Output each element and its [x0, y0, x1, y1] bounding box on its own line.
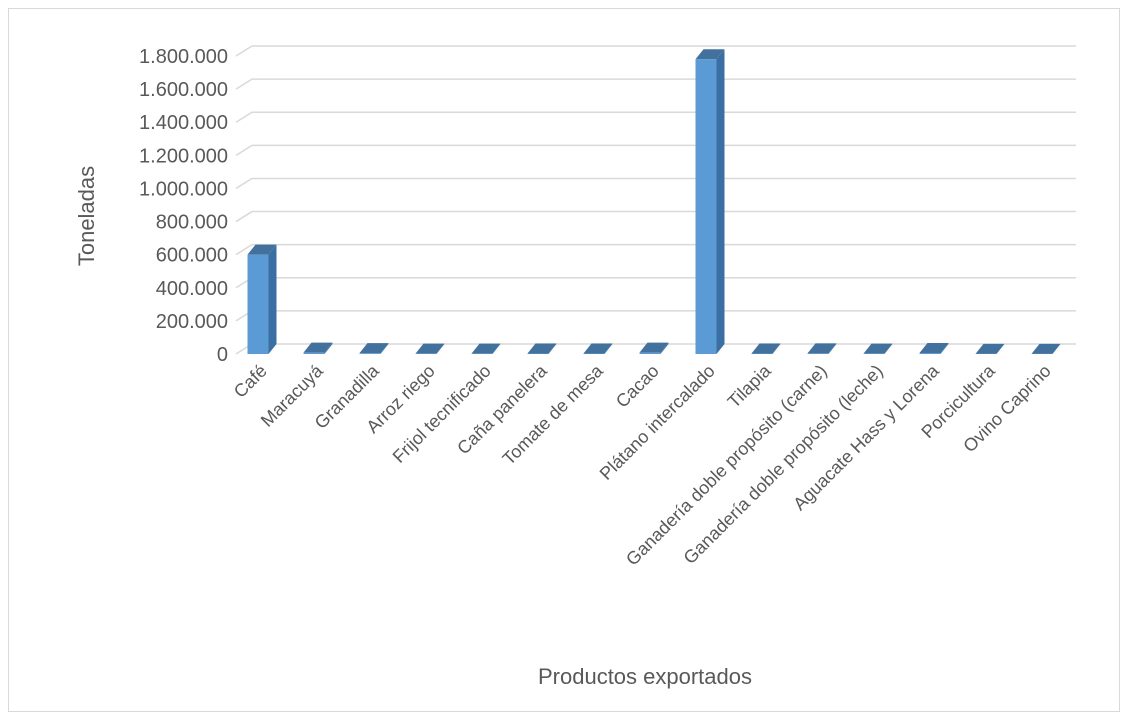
bar [415, 343, 445, 354]
bar-side [324, 342, 333, 354]
x-tick-label: Cacao [612, 361, 663, 412]
gridline [235, 144, 1076, 156]
bar-side [660, 342, 669, 354]
y-tick-label: 0 [217, 344, 228, 366]
bar-top [415, 343, 445, 354]
bar [1031, 343, 1061, 354]
y-tick-label: 1.800.000 [139, 46, 228, 68]
x-tick-label: Tomate de mesa [499, 360, 608, 469]
bar [807, 343, 837, 354]
bar-front [639, 352, 661, 354]
gridline [235, 177, 1076, 190]
bar-top [919, 343, 949, 354]
y-tick-label: 200.000 [156, 311, 228, 333]
bar-side [716, 49, 725, 355]
bar [247, 244, 277, 354]
bar-top [471, 343, 501, 354]
y-tick-label: 1.000.000 [139, 178, 228, 200]
gridline [235, 277, 1076, 289]
bars [247, 49, 1061, 355]
bar-front [807, 353, 829, 354]
gridlines [235, 45, 1076, 355]
y-axis-title: Toneladas [74, 166, 99, 266]
bar-top [639, 342, 669, 353]
y-tick-label: 600.000 [156, 245, 228, 267]
x-tick-label: Café [230, 361, 271, 402]
bar-front [919, 353, 941, 354]
y-tick-label: 1.600.000 [139, 79, 228, 101]
bar-side [436, 343, 445, 354]
gridline [235, 78, 1076, 90]
bar-side [604, 343, 613, 354]
bar-side [548, 343, 557, 354]
gridline [235, 243, 1076, 256]
bar [359, 343, 389, 354]
x-tick-label: Ganadería doble propósito (carne) [622, 361, 831, 570]
bar [527, 343, 557, 354]
y-tick-label: 800.000 [156, 212, 228, 234]
bar [695, 49, 725, 355]
bar-top [247, 244, 277, 255]
bar-side [828, 343, 837, 354]
bar-side [996, 343, 1005, 354]
bar-top [303, 342, 333, 353]
y-tick-label: 1.200.000 [139, 145, 228, 167]
bar [639, 342, 669, 354]
bar-top [1031, 343, 1061, 354]
gridline [235, 310, 1076, 322]
bar-top [695, 49, 725, 60]
y-tick-label: 400.000 [156, 278, 228, 300]
bar-front [303, 352, 325, 354]
x-axis-title: Productos exportados [538, 664, 752, 689]
bar-front [359, 353, 381, 354]
bar-side [884, 343, 893, 354]
x-tick-label: Tilapia [724, 360, 776, 412]
bar-top [583, 343, 613, 354]
bar [471, 343, 501, 354]
y-axis-ticks: 0 200.000 400.000 600.000 800.000 1.000.000 1.… [139, 46, 228, 366]
bar-top [975, 343, 1005, 354]
bar-side [380, 343, 389, 354]
bar-top [527, 343, 557, 354]
gridline [235, 210, 1076, 223]
bar-side [1052, 343, 1061, 354]
bar [863, 343, 893, 354]
bar [583, 343, 613, 354]
chart-frame [8, 8, 1120, 712]
gridline [235, 111, 1076, 123]
bar [919, 343, 949, 354]
bar-top [863, 343, 893, 354]
bar-side [492, 343, 501, 354]
bar-front [695, 59, 717, 355]
bar-front [247, 254, 269, 354]
bar-side [772, 343, 781, 354]
bar-top [751, 343, 781, 354]
bar-side [268, 244, 277, 354]
bar [751, 343, 781, 354]
bar-top [807, 343, 837, 354]
y-tick-label: 1.400.000 [139, 112, 228, 134]
bar-side [940, 343, 949, 354]
bar [975, 343, 1005, 354]
gridline [235, 45, 1076, 57]
bar-top [359, 343, 389, 354]
x-tick-label: Ganadería doble propósito (leche) [680, 361, 887, 568]
x-tick-label: Frijol tecnificado [389, 361, 495, 467]
bar [303, 342, 333, 354]
